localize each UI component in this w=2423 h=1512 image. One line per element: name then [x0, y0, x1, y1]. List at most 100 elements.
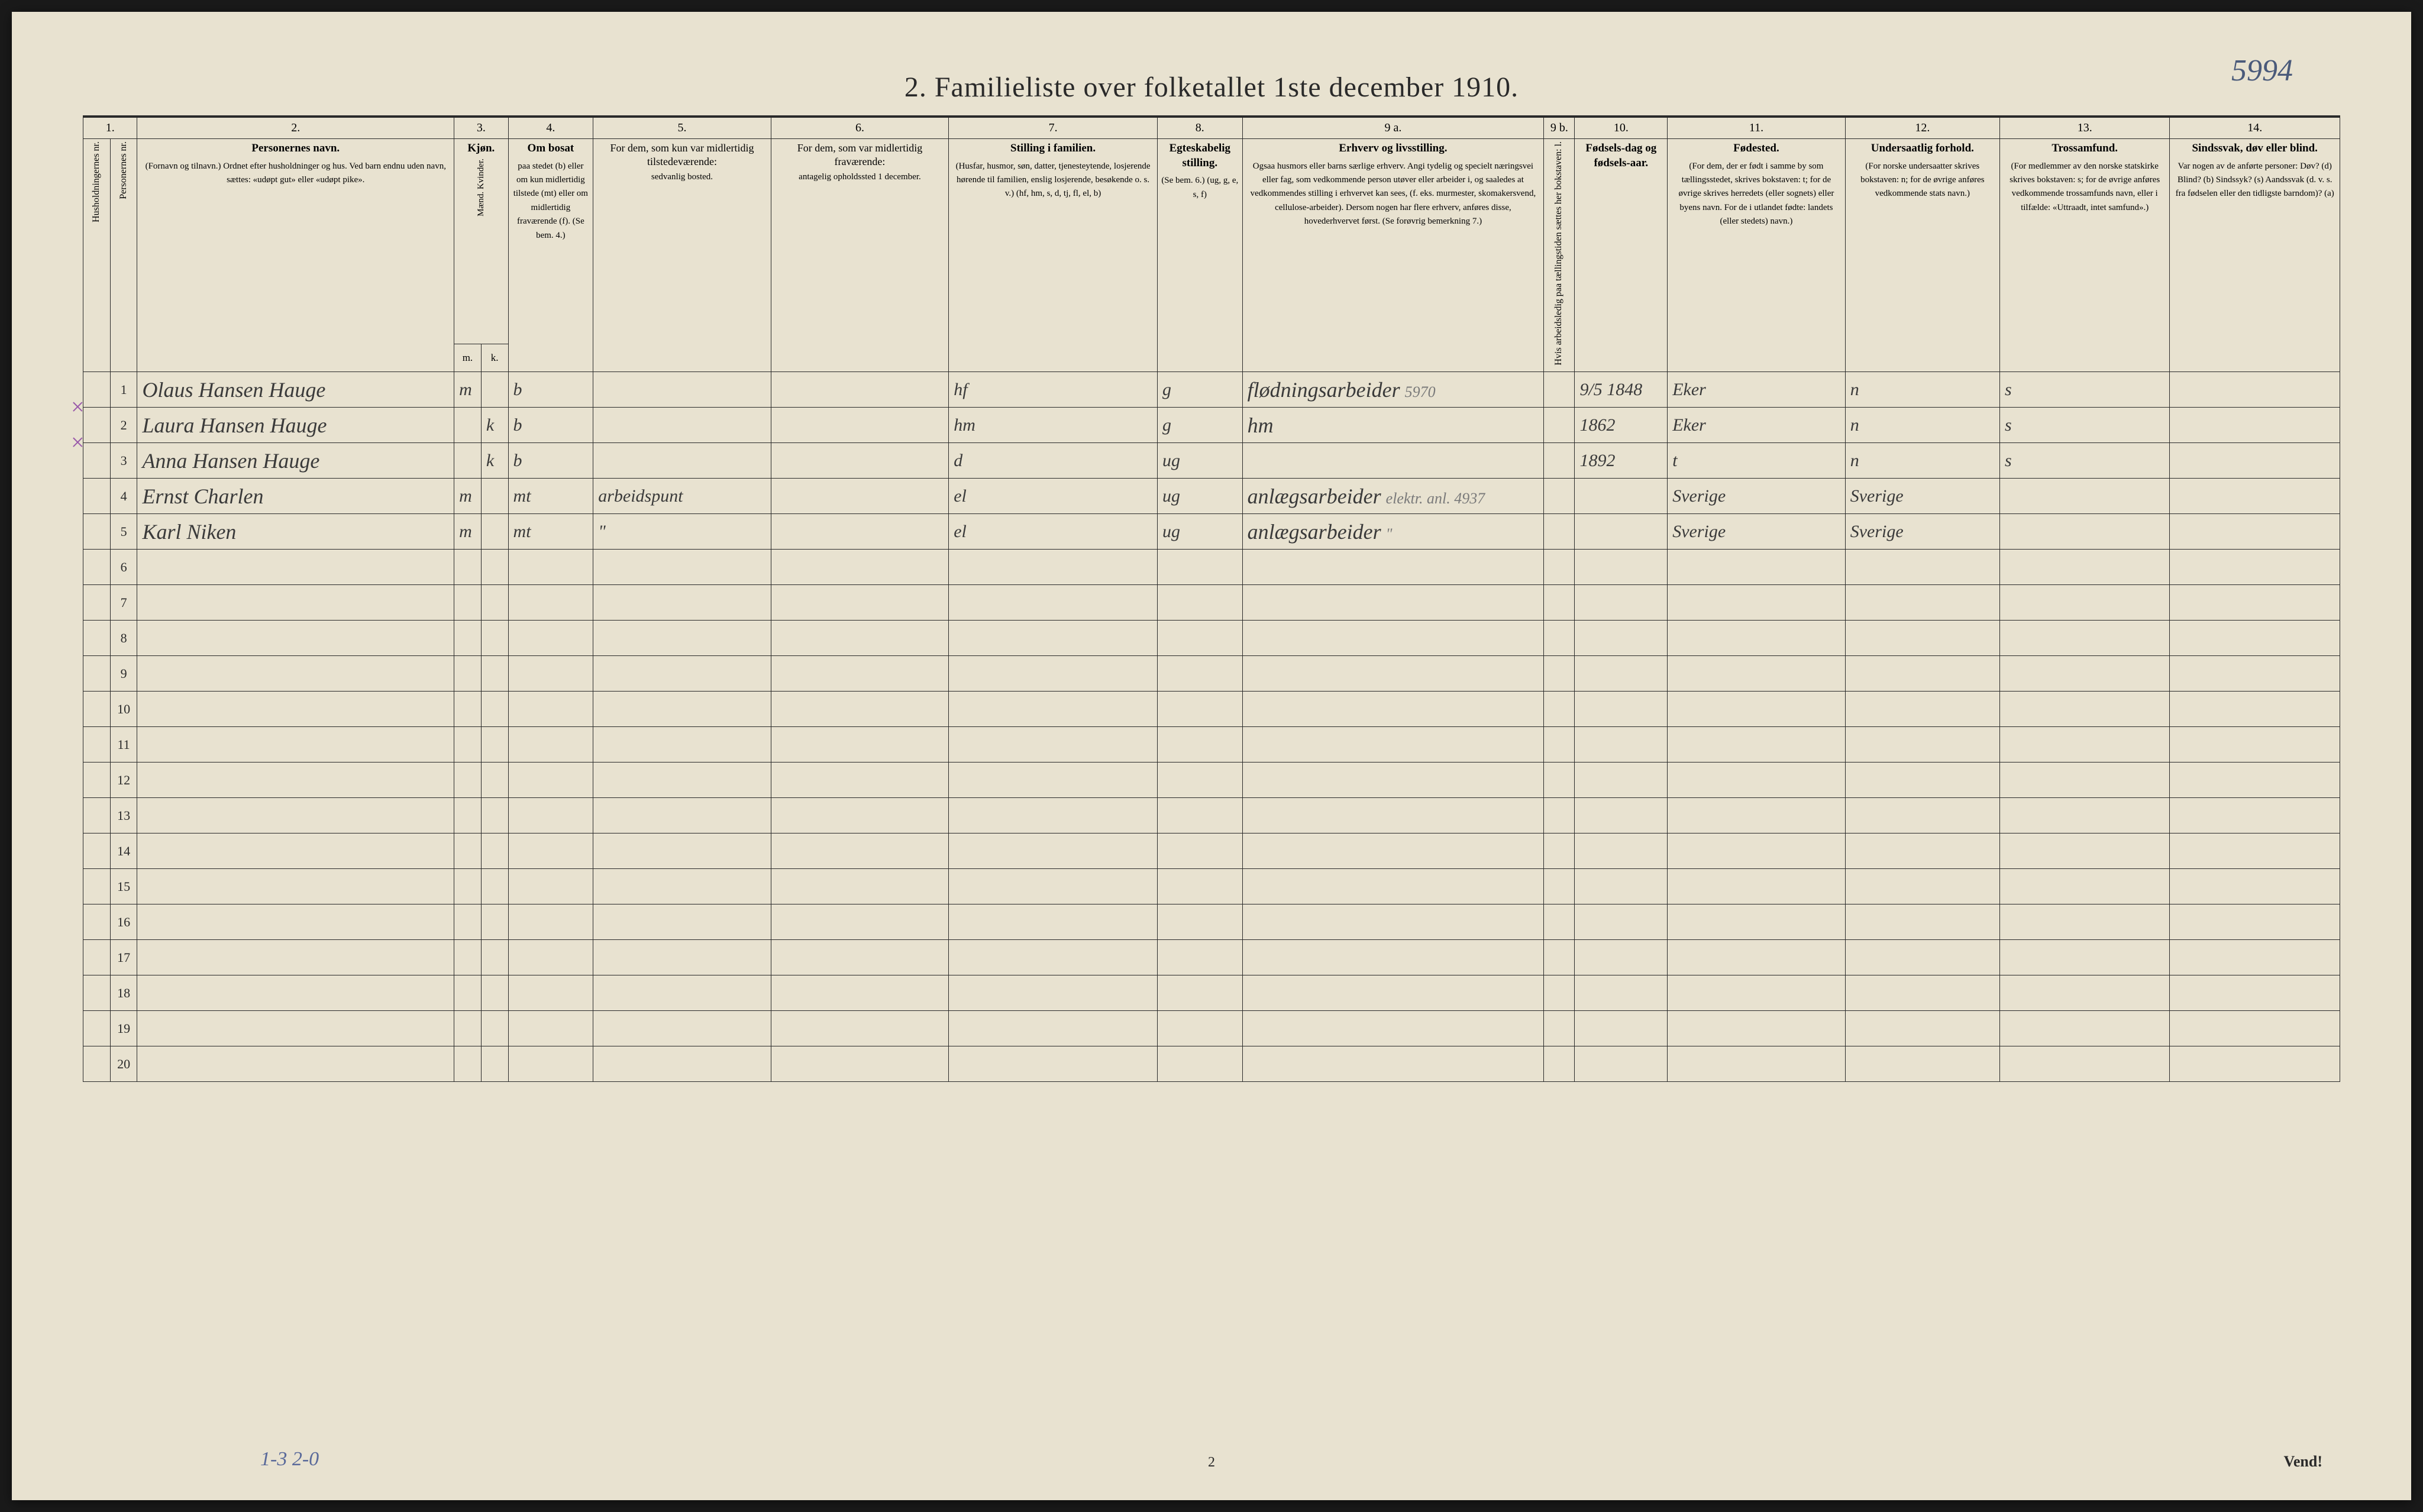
cell — [1242, 656, 1544, 692]
cell — [1668, 692, 1845, 727]
cell — [1157, 1046, 1242, 1082]
cell — [1544, 1046, 1575, 1082]
hdr-navn: Personernes navn. (Fornavn og tilnavn.) … — [137, 139, 454, 372]
col-num-11: 11. — [1668, 118, 1845, 139]
cell — [1575, 692, 1668, 727]
cell — [949, 833, 1158, 869]
cell — [1157, 550, 1242, 585]
table-row: 12 — [83, 763, 2340, 798]
cell — [508, 904, 593, 940]
cell — [949, 798, 1158, 833]
cell: Sverige — [1668, 479, 1845, 514]
cell — [771, 1046, 948, 1082]
cell — [771, 727, 948, 763]
cell — [771, 833, 948, 869]
cell — [1575, 940, 1668, 975]
hdr-undersaat: Undersaatlig forhold. (For norske unders… — [1845, 139, 1999, 372]
cell — [771, 550, 948, 585]
cell — [1157, 975, 1242, 1011]
cell — [593, 372, 771, 408]
cell — [1999, 833, 2169, 869]
cell — [454, 408, 482, 443]
cell — [454, 621, 482, 656]
col-num-8: 8. — [1157, 118, 1242, 139]
hdr-k: k. — [481, 344, 508, 371]
hdr-person-nr: Personernes nr. — [110, 139, 137, 372]
footer-note: 1-3 2-0 — [260, 1448, 319, 1471]
cell — [1544, 940, 1575, 975]
cell — [1157, 692, 1242, 727]
cell: Karl Niken — [137, 514, 454, 550]
cell: 2 — [110, 408, 137, 443]
cell — [137, 763, 454, 798]
cell — [1544, 585, 1575, 621]
cell — [1668, 869, 1845, 904]
cell — [454, 1011, 482, 1046]
cell: 9 — [110, 656, 137, 692]
cell — [1668, 904, 1845, 940]
cell — [1999, 727, 2169, 763]
table-row: 3Anna Hansen Haugekbdug1892tns — [83, 443, 2340, 479]
cell — [2170, 833, 2340, 869]
cell — [1544, 408, 1575, 443]
col-num-7: 7. — [949, 118, 1158, 139]
cell — [593, 692, 771, 727]
cell — [83, 833, 111, 869]
cell: Ernst Charlen — [137, 479, 454, 514]
cell — [1668, 1011, 1845, 1046]
cell — [83, 585, 111, 621]
cell — [508, 975, 593, 1011]
cell: 13 — [110, 798, 137, 833]
cell — [1845, 798, 1999, 833]
cell — [949, 550, 1158, 585]
cell — [1242, 727, 1544, 763]
cell — [2170, 372, 2340, 408]
cell — [1544, 1011, 1575, 1046]
cell — [1999, 514, 2169, 550]
cell — [593, 833, 771, 869]
cell — [1544, 798, 1575, 833]
cell — [137, 656, 454, 692]
cell — [1544, 443, 1575, 479]
margin-x-mark: × — [71, 428, 85, 456]
cell — [481, 940, 508, 975]
cell — [2170, 585, 2340, 621]
cell — [593, 763, 771, 798]
census-page: 5994 2. Familieliste over folketallet 1s… — [12, 12, 2411, 1500]
cell — [1845, 763, 1999, 798]
cell — [593, 621, 771, 656]
cell — [1999, 585, 2169, 621]
cell — [1999, 479, 2169, 514]
cell — [1668, 585, 1845, 621]
cell — [1544, 692, 1575, 727]
cell — [1999, 1011, 2169, 1046]
cell — [771, 514, 948, 550]
cell: Eker — [1668, 372, 1845, 408]
hdr-fodested: Fødested. (For dem, der er født i samme … — [1668, 139, 1845, 372]
cell — [1157, 869, 1242, 904]
cell: hf — [949, 372, 1158, 408]
cell — [949, 975, 1158, 1011]
cell — [1544, 550, 1575, 585]
cell — [949, 904, 1158, 940]
cell — [2170, 692, 2340, 727]
cell — [1668, 763, 1845, 798]
cell — [1544, 833, 1575, 869]
cell — [771, 372, 948, 408]
cell — [1999, 798, 2169, 833]
col-num-1: 1. — [83, 118, 137, 139]
cell — [454, 904, 482, 940]
cell: g — [1157, 372, 1242, 408]
cell — [593, 798, 771, 833]
cell — [1575, 656, 1668, 692]
cell — [1242, 869, 1544, 904]
cell — [481, 514, 508, 550]
col-num-13: 13. — [1999, 118, 2169, 139]
col-num-4: 4. — [508, 118, 593, 139]
cell — [508, 1046, 593, 1082]
cell — [1242, 904, 1544, 940]
cell: Laura Hansen Hauge — [137, 408, 454, 443]
cell — [137, 585, 454, 621]
cell — [481, 1046, 508, 1082]
cell: 17 — [110, 940, 137, 975]
